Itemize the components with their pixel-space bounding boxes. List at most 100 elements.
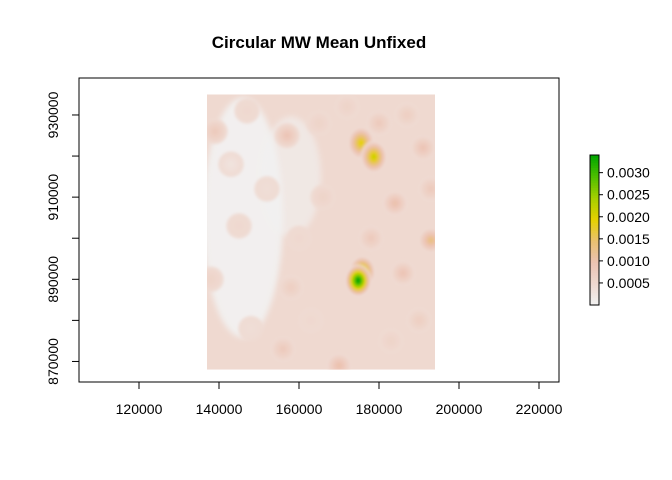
hotspot-blob — [376, 120, 382, 126]
color-legend: 0.0005 0.0010 0.0015 0.0020 0.0025 0.0030 — [589, 154, 650, 306]
legend-color-step — [590, 162, 599, 166]
legend-color-step — [590, 182, 599, 186]
legend-color-step — [590, 240, 599, 244]
legend-color-step — [590, 300, 599, 304]
hotspot-blob — [420, 145, 426, 151]
legend-color-step — [590, 167, 599, 171]
hotspot-blob — [400, 270, 406, 276]
legend-color-step — [590, 227, 599, 231]
legend-color-step — [590, 282, 599, 286]
hotspot-blob — [236, 223, 242, 229]
legend-color-step — [590, 175, 599, 179]
x-axis: 120000 140000 160000 180000 200000 220000 — [116, 381, 563, 417]
chart-title: Circular MW Mean Unfixed — [212, 33, 426, 52]
hotspot-blob — [212, 129, 218, 134]
legend-color-step — [590, 195, 599, 199]
legend-color-step — [590, 202, 599, 206]
legend-color-step — [590, 287, 599, 291]
legend-color-step — [590, 237, 599, 241]
y-axis: 870000 890000 910000 930000 — [45, 91, 80, 385]
hotspot-blob — [355, 277, 361, 284]
legend-color-step — [590, 232, 599, 236]
hotspot-blob — [388, 338, 394, 344]
legend-color-step — [590, 260, 599, 264]
hotspot-blob — [392, 200, 398, 206]
legend-color-step — [590, 285, 599, 289]
legend-color-step — [590, 165, 599, 169]
legend-color-step — [590, 280, 599, 284]
hotspot-blob — [404, 112, 410, 118]
legend-color-step — [590, 170, 599, 174]
legend-color-step — [590, 217, 599, 221]
legend-tick-label: 0.0010 — [607, 253, 650, 269]
hotspot-blob — [368, 235, 374, 241]
legend-color-step — [590, 155, 599, 159]
legend-color-step — [590, 255, 599, 259]
legend-tick-label: 0.0020 — [607, 209, 650, 225]
legend-color-step — [590, 160, 599, 164]
legend-color-step — [590, 270, 599, 274]
legend-color-step — [590, 250, 599, 254]
x-tick-label: 180000 — [356, 401, 403, 417]
hotspot-blob — [416, 318, 422, 323]
legend-frame — [589, 154, 600, 306]
legend-color-step — [590, 220, 599, 224]
legend-color-step — [590, 277, 599, 281]
legend-color-step — [590, 267, 599, 271]
legend-color-step — [590, 215, 599, 219]
legend-color-step — [590, 290, 599, 294]
hotspot-blob — [428, 186, 434, 192]
legend-tick-label: 0.0025 — [607, 187, 650, 203]
legend-color-step — [590, 242, 599, 246]
legend-color-step — [590, 190, 599, 194]
hotspot-blob — [358, 139, 364, 146]
hotspot-blob — [308, 318, 314, 323]
legend-color-step — [590, 252, 599, 256]
legend-color-step — [590, 257, 599, 261]
y-tick-label: 870000 — [45, 338, 61, 385]
legend-tick-label: 0.0030 — [607, 165, 650, 181]
legend-color-step — [590, 177, 599, 181]
hotspot-blob — [344, 104, 350, 110]
legend-color-step — [590, 200, 599, 204]
y-tick-label: 930000 — [45, 91, 61, 138]
hotspot-blob — [248, 326, 254, 331]
legend-color-step — [590, 265, 599, 269]
raster-layer — [207, 94, 435, 370]
hotspot-blob — [284, 133, 290, 138]
hotspot-blob — [208, 276, 214, 282]
legend-color-step — [590, 187, 599, 191]
legend-color-step — [590, 275, 599, 279]
hotspot-blob — [296, 235, 302, 241]
legend-color-step — [590, 262, 599, 266]
legend-color-step — [590, 247, 599, 251]
legend-color-step — [590, 225, 599, 229]
hotspot-blob — [316, 120, 322, 126]
y-tick-label: 890000 — [45, 256, 61, 303]
legend-color-step — [590, 295, 599, 299]
legend-color-step — [590, 172, 599, 176]
legend-color-step — [590, 212, 599, 216]
legend-color-step — [590, 157, 599, 161]
legend-tick-label: 0.0005 — [607, 275, 650, 291]
legend-color-step — [590, 292, 599, 296]
legend-color-step — [590, 192, 599, 196]
legend-color-step — [590, 197, 599, 201]
legend-color-step — [590, 272, 599, 276]
hotspot-blob — [280, 346, 286, 352]
legend-color-step — [590, 205, 599, 209]
legend-color-step — [590, 235, 599, 239]
hotspot-blob — [288, 285, 294, 290]
hotspot-blob — [428, 237, 434, 243]
hotspot-blob — [264, 186, 270, 192]
legend-color-step — [590, 245, 599, 249]
legend-tick-label: 0.0015 — [607, 231, 650, 247]
legend-color-step — [590, 297, 599, 301]
x-tick-label: 140000 — [196, 401, 243, 417]
legend-color-step — [590, 222, 599, 226]
hotspot-blob — [336, 363, 342, 368]
legend-color-step — [590, 185, 599, 189]
x-tick-label: 120000 — [116, 401, 163, 417]
x-tick-label: 160000 — [276, 401, 323, 417]
